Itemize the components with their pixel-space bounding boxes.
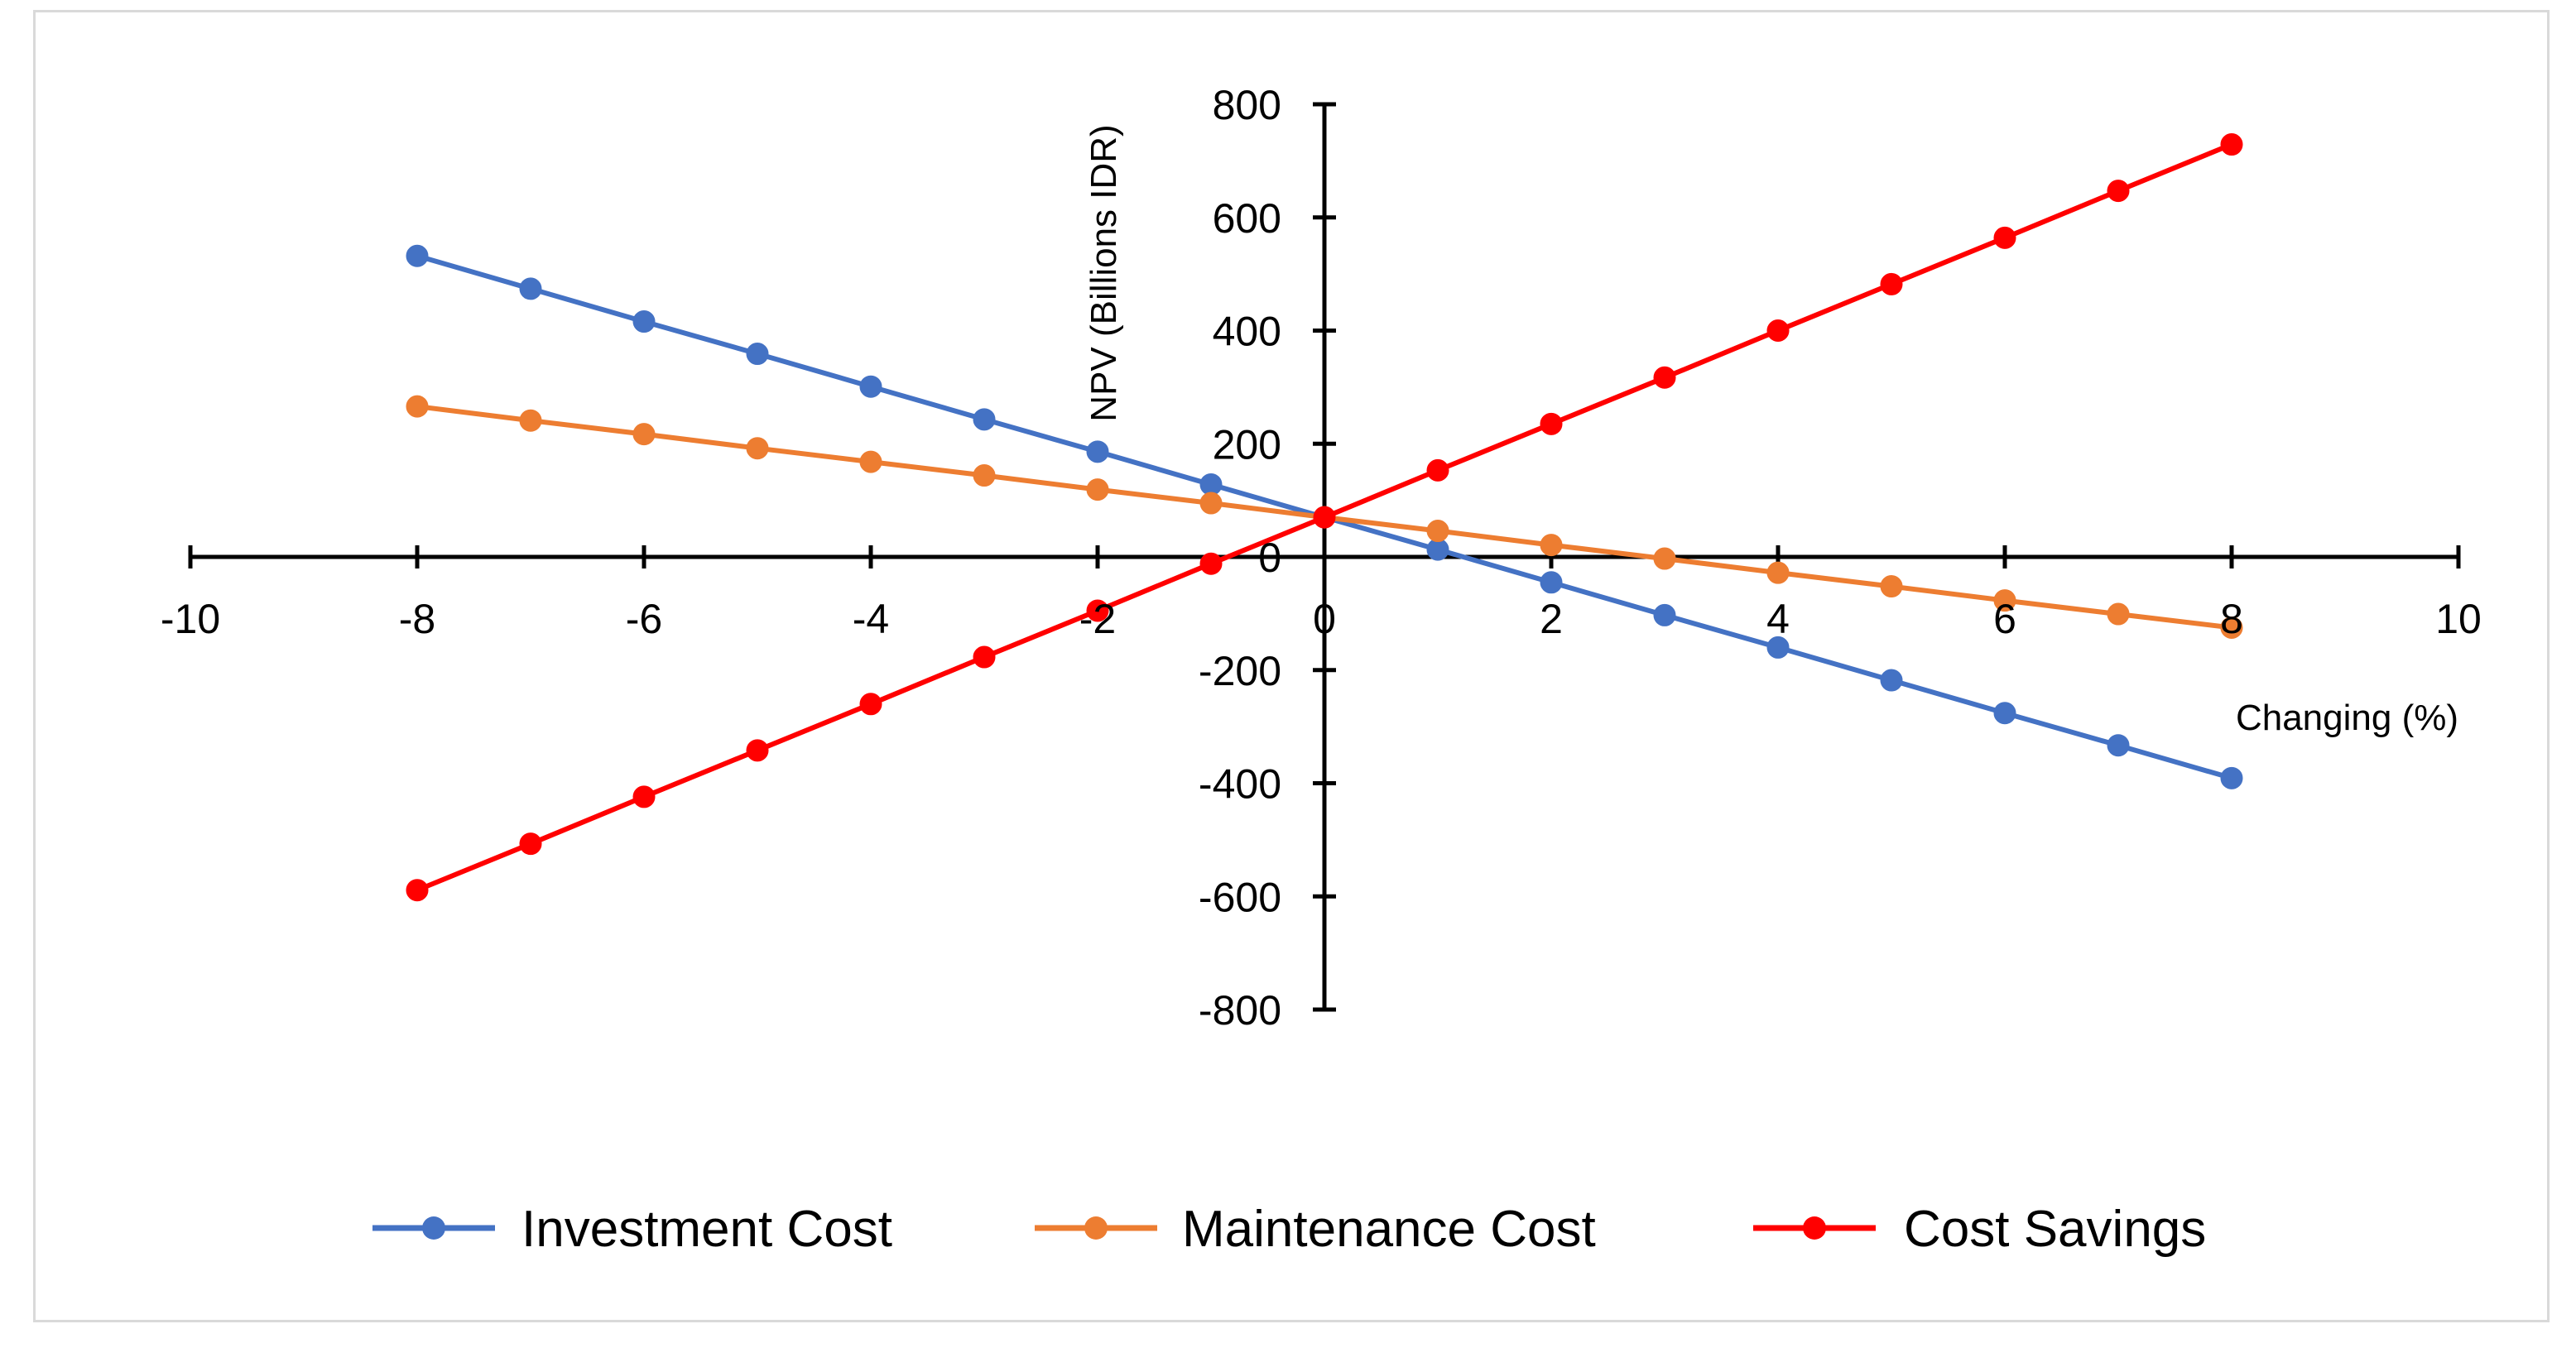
data-point [1653,366,1676,389]
x-tick-label: 2 [1540,596,1563,642]
axes [188,102,2461,1012]
data-point [406,879,429,902]
data-point [519,277,542,300]
y-axis-title: NPV (Billions IDR) [1084,124,1124,421]
data-point [519,409,542,432]
data-point [406,395,429,418]
data-point [1653,547,1676,570]
y-tick-label: 800 [1213,82,1281,128]
data-point [1199,552,1223,575]
series-group [406,133,2243,902]
data-point [859,450,882,473]
legend-label: Maintenance Cost [1182,1201,1596,1258]
y-tick-label: -600 [1199,874,1281,920]
data-point [1540,534,1563,557]
x-tick-label: -8 [399,596,435,642]
data-point [632,423,656,446]
y-tick-label: -800 [1199,987,1281,1034]
data-point [1880,575,1903,598]
data-point [1086,478,1109,501]
legend-swatch-marker [422,1216,445,1240]
data-point [973,464,996,487]
data-point [2220,133,2243,156]
y-tick-label: -400 [1199,761,1281,808]
legend-swatch-marker [1084,1216,1108,1240]
legend: Investment Cost Maintenance Cost Cost Savi… [372,1201,2206,1258]
data-point [1880,669,1903,692]
data-point [746,739,769,762]
data-point [1653,603,1676,626]
y-tick-label: 400 [1213,309,1281,355]
data-point [859,693,882,716]
legend-item: Maintenance Cost [1035,1201,1596,1258]
x-tick-label: -10 [161,596,220,642]
legend-item: Cost Savings [1753,1201,2206,1258]
data-point [1086,440,1109,463]
y-tick-label: -200 [1199,648,1281,694]
data-point [1199,492,1223,515]
data-point [1540,571,1563,594]
data-point [2107,734,2130,757]
y-tick-label: 200 [1213,421,1281,468]
tick-labels: -10 -8 -6 -4 -2 0 2 4 6 8 10 -800 -600 -400 -200 0 200 40… [161,82,2482,1034]
y-tick-label: 600 [1213,195,1281,242]
data-point [1086,599,1109,622]
data-point [1426,458,1449,482]
series-cost-savings [406,133,2243,902]
data-point [1993,589,2016,612]
data-point [973,408,996,431]
data-point [1766,561,1790,584]
x-tick-label: 0 [1313,596,1336,642]
data-point [632,310,656,333]
data-point [746,437,769,460]
data-point [406,244,429,267]
data-point [1993,702,2016,725]
data-point [1766,636,1790,659]
data-point [1313,506,1336,529]
legend-label: Investment Cost [521,1201,892,1258]
data-point [746,343,769,366]
x-tick-label: 4 [1766,596,1790,642]
data-point [632,785,656,808]
data-point [1540,412,1563,435]
x-tick-label: 6 [1993,596,2016,642]
data-point [859,375,882,398]
data-point [1766,319,1790,342]
x-axis-title: Changing (%) [2236,698,2458,738]
legend-item: Investment Cost [372,1201,892,1258]
x-tick-label: -6 [626,596,662,642]
data-point [1426,520,1449,543]
x-tick-label: 10 [2435,596,2482,642]
data-point [973,645,996,669]
data-point [2220,766,2243,789]
data-point [1880,272,1903,295]
legend-label: Cost Savings [1904,1201,2206,1258]
x-tick-label: 8 [2220,596,2243,642]
chart-frame [33,10,2550,1322]
x-tick-label: -2 [1079,596,1116,642]
data-point [2107,180,2130,203]
legend-swatch-marker [1803,1216,1826,1240]
data-point [519,832,542,856]
x-tick-label: -4 [853,596,889,642]
data-point [2220,616,2243,639]
data-point [2107,602,2130,626]
data-point [1993,226,2016,249]
y-tick-label: 0 [1258,535,1281,581]
